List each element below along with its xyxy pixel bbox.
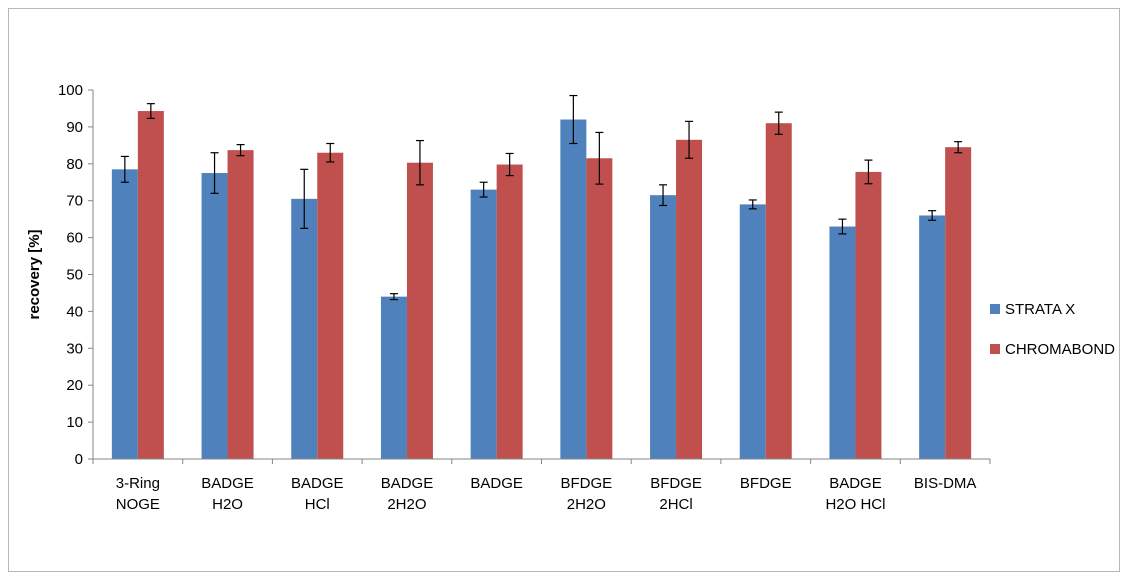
x-tick-label: BADGE H2O [201,475,254,513]
bar-chromabond [855,171,882,459]
x-tick-label-line: 2H2O [567,496,606,513]
x-tick-label-line: BFDGE [561,475,613,492]
bar-chromabond [406,162,433,459]
x-tick-label-line: BADGE [470,475,523,492]
y-tick-label: 60 [66,230,83,247]
y-tick-label: 70 [66,193,83,210]
x-tick-label-line: BFDGE [740,475,792,492]
x-tick-label: BADGE 2H2O [381,475,434,513]
legend-label-chromabond: CHROMABOND [1005,341,1115,358]
x-tick-label-line: 2H2O [387,496,426,513]
x-tick-label: BADGE [470,475,523,492]
y-tick-label: 80 [66,156,83,173]
legend: STRATA X CHROMABOND [990,301,1115,358]
y-tick-label: 40 [66,303,83,320]
bar-strata-x [291,198,318,460]
x-tick-label-line: BADGE [291,475,344,492]
axes-group [88,89,991,464]
x-tick-label-line: H2O HCl [825,496,885,513]
y-tick-label: 0 [75,451,83,468]
error-bars-group [120,94,963,301]
bar-chromabond [945,147,972,459]
x-tick-label-line: 3-Ring [116,475,160,492]
x-tick-label: BFDGE [740,475,792,492]
bar-chromabond [137,111,164,460]
y-tick-label: 20 [66,377,83,394]
bar-strata-x [111,169,138,459]
legend-swatch-strata-x [990,304,1000,314]
legend-label-strata-x: STRATA X [1005,301,1075,318]
x-tick-label: 3-Ring NOGE [116,475,160,513]
x-tick-label: BFDGE 2H2O [561,475,613,513]
x-tick-label-line: BFDGE [650,475,702,492]
bar-chromabond [496,164,523,459]
bar-chromabond [676,139,703,459]
y-tick-label: 10 [66,414,83,431]
bar-chart: 0 10 20 30 40 50 60 70 80 90 100 3-Ring NOGE BADGE H2O… [26,82,1115,513]
y-tick-label: 90 [66,119,83,136]
bar-chromabond [317,152,344,460]
chart-frame: 0 10 20 30 40 50 60 70 80 90 100 3-Ring NOGE BADGE H2O… [8,8,1120,572]
x-tick-label: BIS-DMA [914,475,977,492]
y-axis-title: recovery [%] [26,229,43,319]
tick-labels-group: 0 10 20 30 40 50 60 70 80 90 100 3-Ring NOGE BADGE H2O… [58,82,976,513]
y-tick-label: 50 [66,267,83,284]
bar-chromabond [586,158,613,459]
x-tick-label: BADGE H2O HCl [825,475,885,513]
y-tick-label: 30 [66,340,83,357]
x-tick-label-line: H2O [212,496,243,513]
x-tick-label-line: HCl [305,496,330,513]
x-tick-label-line: BIS-DMA [914,475,977,492]
bar-strata-x [739,204,766,459]
bar-strata-x [380,296,407,459]
x-tick-label-line: 2HCl [659,496,692,513]
x-tick-label-line: NOGE [116,496,160,513]
bar-strata-x [470,189,497,459]
bar-strata-x [829,226,856,459]
x-tick-label-line: BADGE [201,475,254,492]
bar-chromabond [765,123,792,460]
x-tick-label: BADGE HCl [291,475,344,513]
x-tick-label: BFDGE 2HCl [650,475,702,513]
bar-strata-x [560,119,587,460]
legend-swatch-chromabond [990,344,1000,354]
bars-group [111,111,972,460]
y-tick-label: 100 [58,82,83,99]
x-tick-label-line: BADGE [829,475,882,492]
bar-strata-x [919,215,946,459]
bar-chromabond [227,150,254,459]
bar-strata-x [201,173,228,459]
bar-strata-x [650,195,677,460]
x-tick-label-line: BADGE [381,475,434,492]
